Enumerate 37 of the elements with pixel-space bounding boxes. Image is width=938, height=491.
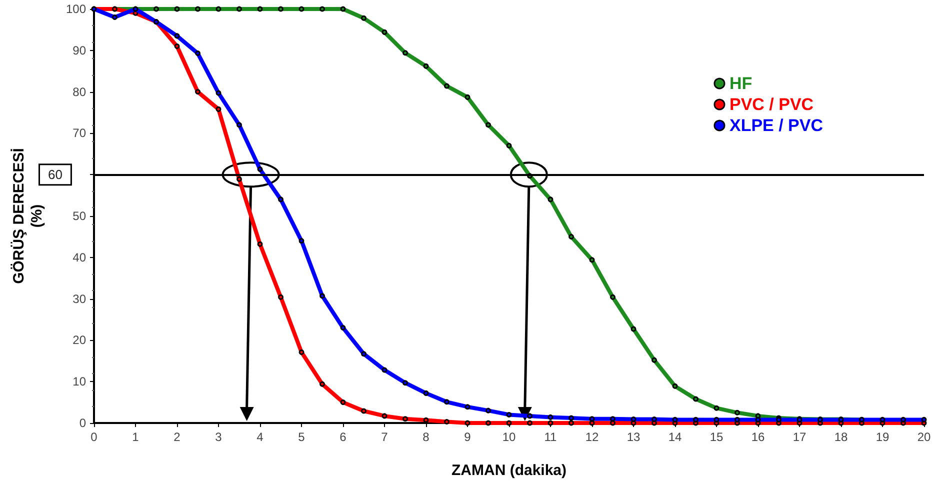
legend-label: PVC / PVC [729, 95, 814, 114]
x-tick-label: 8 [422, 430, 430, 444]
y-tick-label: 70 [72, 126, 86, 140]
ref-line-label: 60 [48, 167, 62, 182]
x-tick-label: 9 [464, 430, 472, 444]
x-tick-label: 16 [751, 430, 765, 444]
legend-label: HF [729, 74, 752, 93]
x-tick-label: 12 [585, 430, 599, 444]
x-tick-label: 6 [340, 430, 347, 444]
x-tick-label: 1 [132, 430, 140, 444]
x-tick-label: 19 [876, 430, 890, 444]
y-tick-label: 30 [72, 292, 86, 306]
x-tick-label: 5 [298, 430, 306, 444]
x-tick-label: 7 [381, 430, 388, 444]
x-tick-label: 3 [215, 430, 222, 444]
x-tick-label: 0 [90, 430, 98, 444]
x-tick-label: 13 [626, 430, 640, 444]
y-axis-title: GÖRÜŞ DERECESİ (%) [10, 148, 46, 284]
y-tick-label: 20 [72, 333, 86, 348]
y-tick-label: 100 [66, 2, 86, 16]
legend-label: XLPE / PVC [729, 116, 824, 135]
y-tick-label: 90 [72, 43, 86, 58]
x-tick-label: 2 [174, 430, 181, 444]
x-tick-label: 17 [792, 430, 806, 444]
x-tick-label: 10 [502, 430, 516, 444]
x-tick-label: 11 [544, 430, 558, 444]
y-tick-label: 10 [72, 374, 86, 389]
y-tick-label: 50 [72, 209, 86, 223]
x-tick-label: 15 [710, 430, 724, 444]
x-tick-label: 4 [256, 430, 264, 444]
x-tick-label: 18 [834, 430, 848, 444]
y-tick-label: 40 [72, 250, 86, 264]
x-tick-label: 20 [917, 430, 931, 444]
x-axis-title: ZAMAN (dakika) [451, 462, 567, 479]
y-tick-label: 80 [72, 84, 86, 99]
x-tick-label: 14 [668, 430, 682, 444]
y-tick-label: 0 [79, 416, 86, 430]
